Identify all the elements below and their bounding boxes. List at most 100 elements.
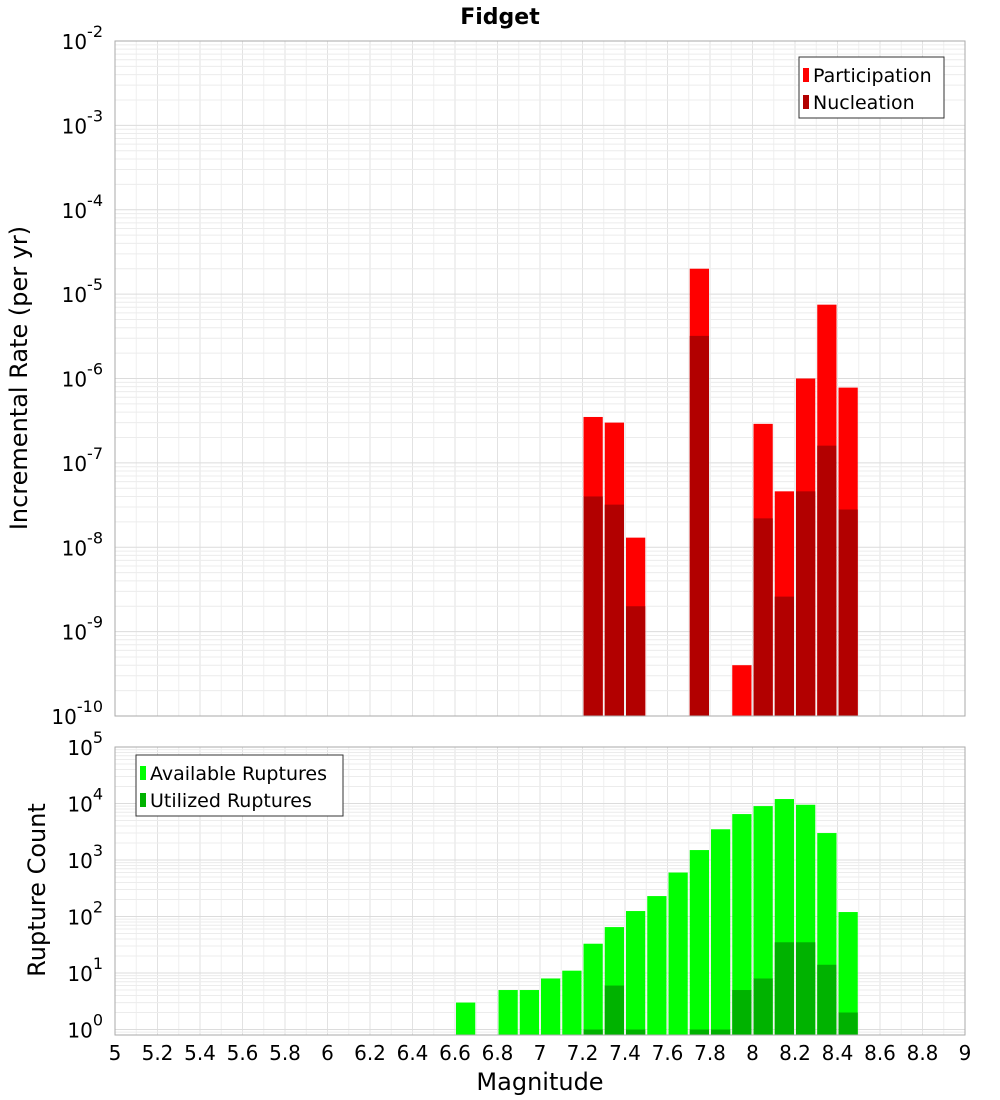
legend-label: Utilized Ruptures: [150, 790, 312, 812]
x-tick-label: 7.4: [609, 1041, 641, 1065]
bar-count-0-2: [519, 990, 539, 1035]
bar-rate-1-8: [817, 445, 837, 716]
y-tick-exp: -8: [87, 528, 103, 547]
grid-layer: [114, 40, 966, 1036]
x-tick-label: 8.6: [864, 1041, 896, 1065]
bar-count-0-3: [541, 978, 561, 1035]
y-tick-base: 10: [62, 114, 87, 138]
x-tick-label: 8: [746, 1041, 759, 1065]
y-tick-label: 10-10: [51, 697, 103, 729]
y-tick-base: 10: [67, 906, 92, 930]
x-tick-label: 5: [109, 1041, 122, 1065]
bar-count-0-13: [753, 806, 773, 1035]
y-tick-label: 102: [67, 898, 103, 930]
legend-label: Participation: [813, 65, 932, 87]
bar-count-1-5: [583, 1029, 603, 1035]
bar-count-0-17: [838, 912, 858, 1035]
y-tick-exp: 1: [93, 954, 103, 973]
bar-count-1-11: [711, 1029, 731, 1035]
legend-label: Available Ruptures: [150, 763, 327, 785]
y-tick-base: 10: [67, 849, 92, 873]
legend-box: [135, 754, 344, 817]
y-tick-base: 10: [67, 962, 92, 986]
bar-count-1-16: [817, 964, 837, 1035]
x-tick-label: 5.6: [227, 1041, 259, 1065]
bar-count-0-9: [668, 872, 688, 1035]
y-tick-label: 10-7: [62, 444, 103, 476]
legend-swatch: [140, 766, 146, 780]
bar-count-0-5: [583, 943, 603, 1035]
x-tick-label: 7: [534, 1041, 547, 1065]
y-tick-base: 10: [62, 283, 87, 307]
y-tick-label: 10-9: [62, 613, 103, 645]
bar-count-0-0: [456, 1002, 476, 1035]
bar-count-1-7: [626, 1029, 646, 1035]
bar-rate-1-3: [689, 335, 709, 716]
x-tick-label: 9: [959, 1041, 972, 1065]
x-tick-label: 7.6: [652, 1041, 684, 1065]
y-tick-label: 10-2: [62, 22, 103, 54]
y-tick-label: 103: [67, 841, 103, 873]
y-tick-label: 104: [67, 785, 103, 817]
bar-count-1-17: [838, 1012, 858, 1035]
bar-rate-1-1: [604, 504, 624, 716]
bar-count-0-12: [732, 814, 752, 1035]
y-tick-base: 10: [62, 452, 87, 476]
x-tick-label: 8.8: [907, 1041, 939, 1065]
y-tick-exp: -4: [87, 191, 103, 210]
y-tick-exp: -10: [77, 697, 103, 716]
bar-count-1-10: [689, 1029, 709, 1035]
bar-count-0-11: [711, 829, 731, 1035]
y-tick-base: 10: [62, 621, 87, 645]
bar-rate-1-9: [838, 509, 858, 716]
x-tick-label: 5.4: [184, 1041, 216, 1065]
bar-count-1-13: [753, 978, 773, 1035]
x-tick-label: 8.4: [822, 1041, 854, 1065]
x-tick-label: 7.8: [694, 1041, 726, 1065]
y-tick-exp: 0: [93, 1011, 103, 1030]
x-tick-label: 8.2: [779, 1041, 811, 1065]
y-tick-label: 105: [67, 728, 103, 760]
legend-label: Nucleation: [813, 92, 915, 114]
x-tick-label: 6.8: [482, 1041, 514, 1065]
x-tick-label: 7.2: [567, 1041, 599, 1065]
y-tick-label: 10-8: [62, 528, 103, 560]
bar-rate-1-7: [796, 491, 816, 716]
y-tick-base: 10: [67, 793, 92, 817]
legend-layer: Participation Nucleation Available Rupture…: [135, 56, 945, 817]
y-tick-exp: -3: [87, 106, 103, 125]
frame-layer: [114, 40, 966, 1036]
legend-swatch: [803, 95, 809, 109]
y-tick-label: 10-4: [62, 191, 103, 223]
bar-rate-0-4: [732, 665, 752, 716]
x-tick-label: 5.2: [142, 1041, 174, 1065]
bar-count-0-1: [498, 990, 518, 1035]
y-tick-exp: 4: [93, 785, 103, 804]
y-tick-exp: -6: [87, 360, 103, 379]
x-tick-label: 6.2: [354, 1041, 386, 1065]
legend-swatch: [803, 68, 809, 82]
y-tick-base: 10: [62, 536, 87, 560]
y-tick-exp: 2: [93, 898, 103, 917]
y-tick-exp: -9: [87, 613, 103, 632]
chart-title: Fidget: [460, 5, 540, 30]
bar-count-0-10: [689, 850, 709, 1035]
bottom-y-axis-title: Rupture Count: [23, 803, 51, 977]
bar-count-0-4: [562, 970, 582, 1035]
x-axis-title: Magnitude: [476, 1068, 603, 1096]
plot-frame: [114, 746, 966, 1036]
y-tick-base: 10: [67, 1019, 92, 1043]
bar-count-1-12: [732, 990, 752, 1035]
bar-count-1-14: [774, 942, 794, 1035]
x-tick-label: 6: [321, 1041, 334, 1065]
legend-swatch: [140, 793, 146, 807]
y-tick-base: 10: [62, 30, 87, 54]
top-y-axis-title: Incremental Rate (per yr): [5, 226, 33, 530]
bar-count-0-7: [626, 911, 646, 1035]
bar-count-0-8: [647, 896, 667, 1035]
y-tick-exp: -5: [87, 275, 103, 294]
plot-frame: [114, 40, 966, 717]
bar-count-1-15: [796, 942, 816, 1035]
y-tick-exp: 3: [93, 841, 103, 860]
